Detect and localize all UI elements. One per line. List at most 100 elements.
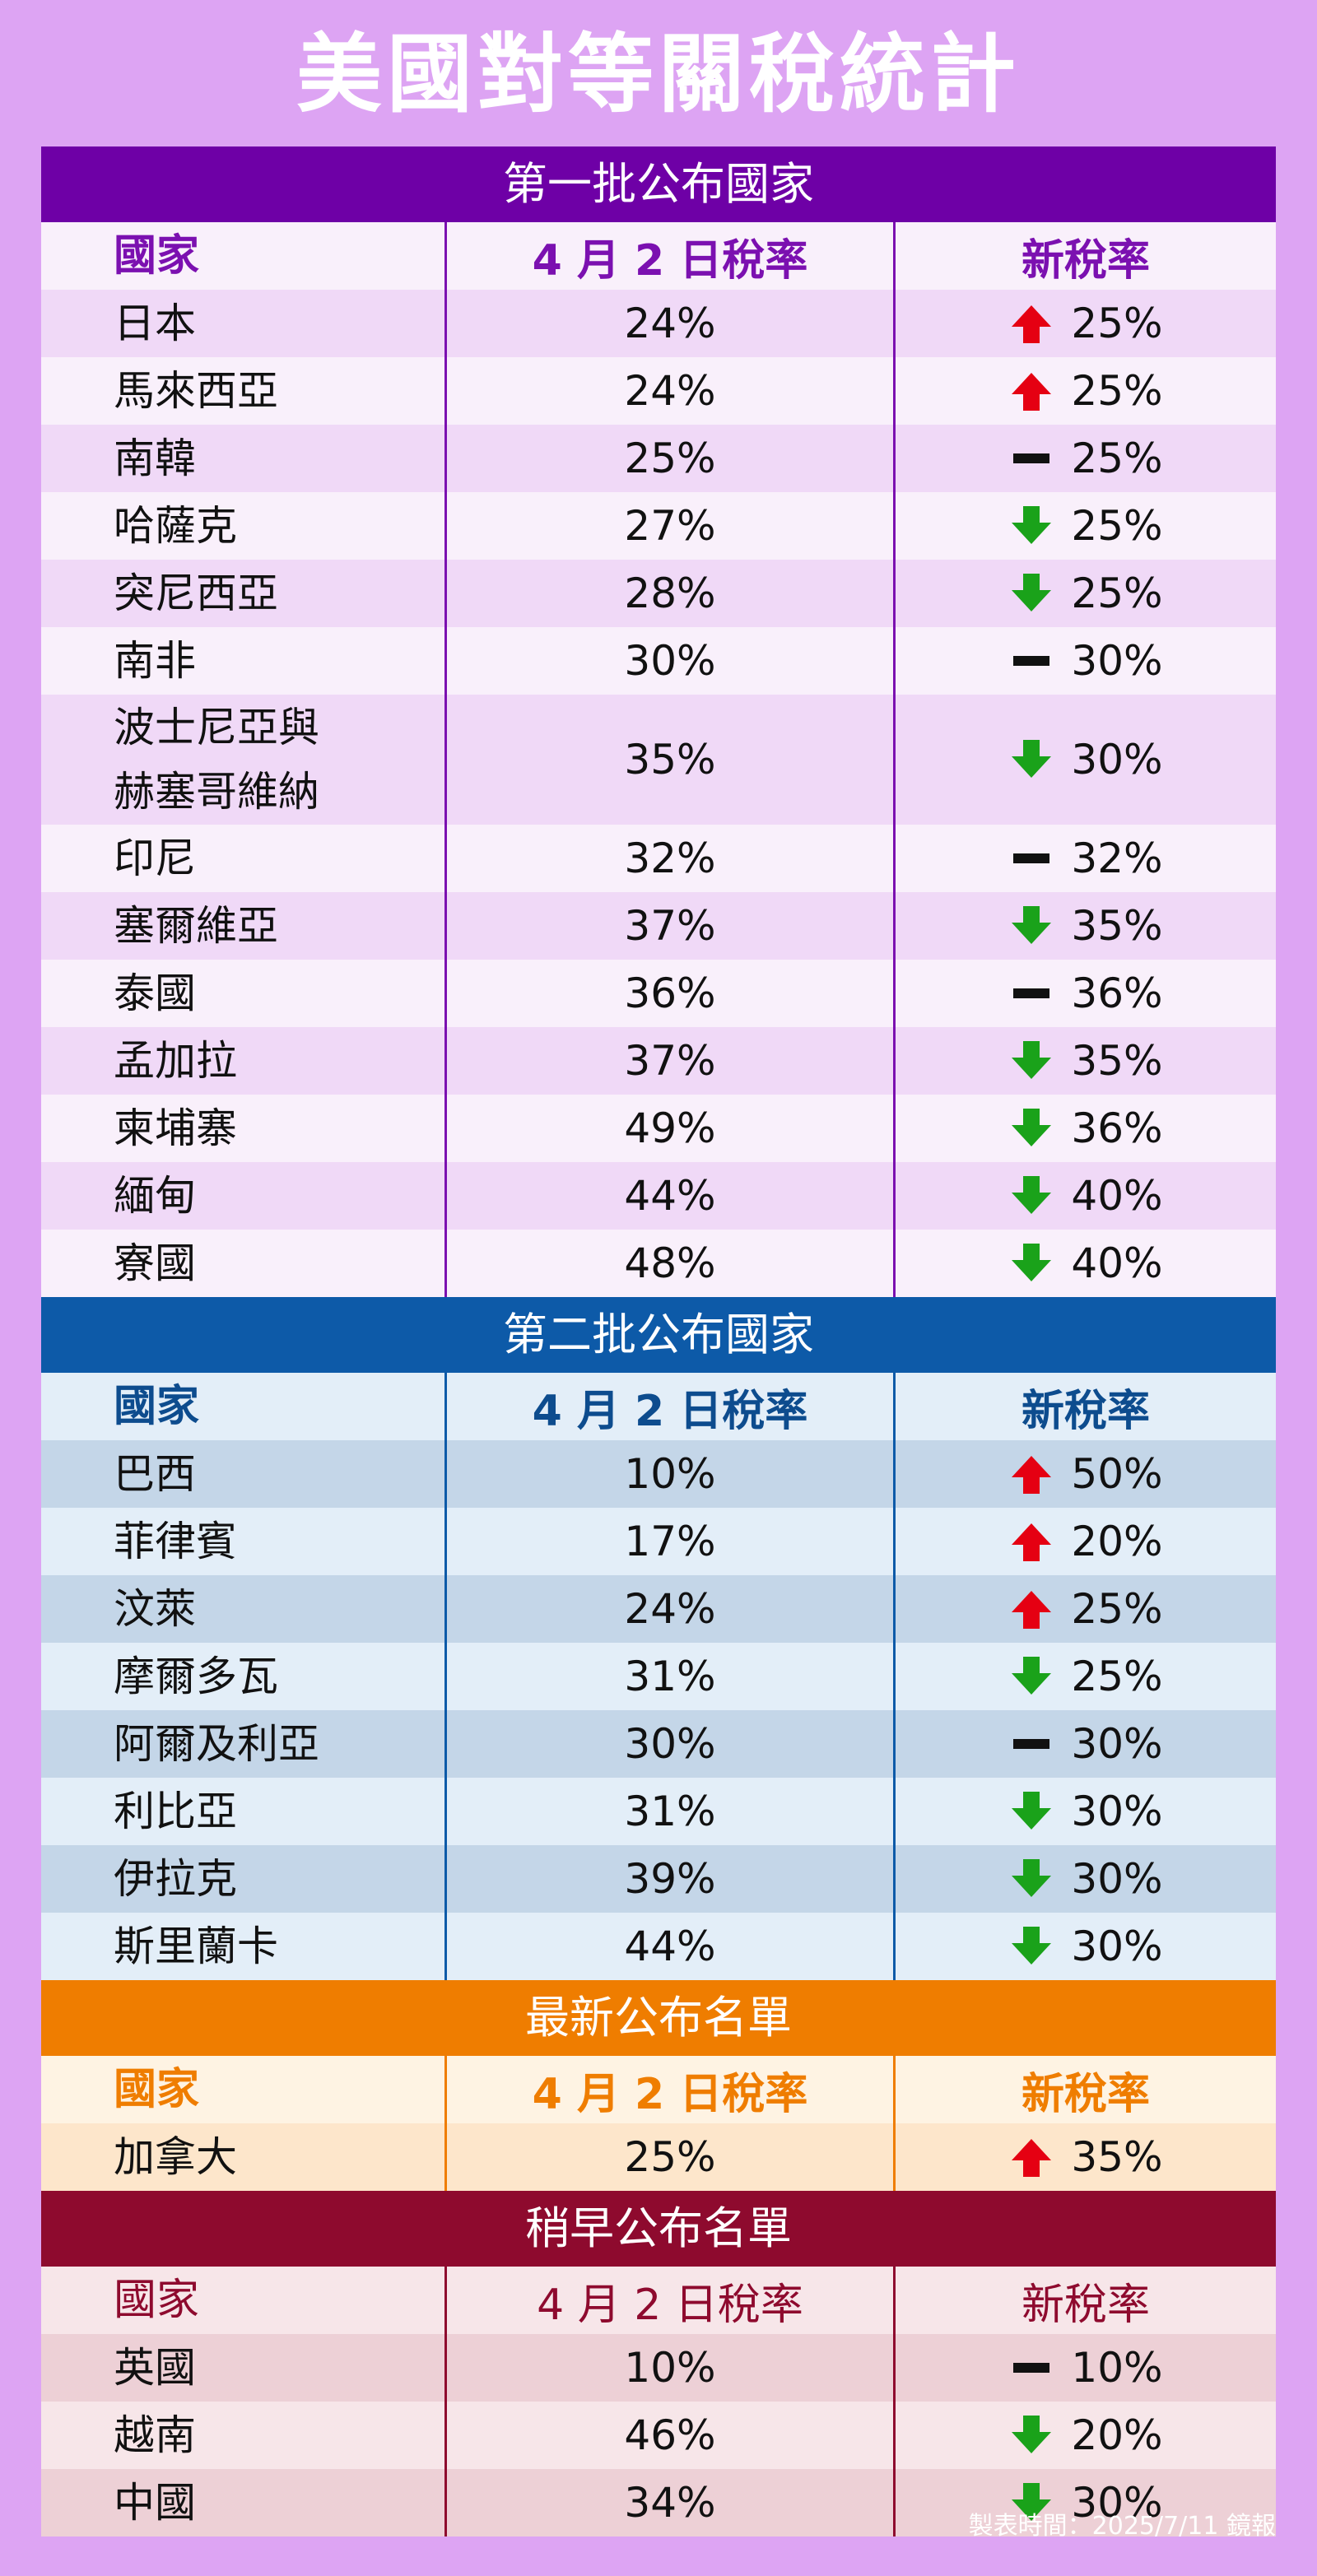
country-cell: 南非 bbox=[114, 637, 196, 685]
new-rate-value: 25% bbox=[1071, 502, 1163, 550]
section-header: 第一批公布國家 bbox=[41, 146, 1276, 222]
column-header-row: 國家 4 月 2 日稅率 新稅率 bbox=[41, 2056, 1276, 2123]
new-rate-value: 32% bbox=[1071, 835, 1163, 882]
april-rate-cell: 44% bbox=[444, 1162, 896, 1230]
new-rate-value: 30% bbox=[1071, 1788, 1163, 1835]
country-cell: 孟加拉 bbox=[114, 1037, 237, 1085]
country-cell: 巴西 bbox=[114, 1450, 196, 1498]
new-rate-cell: 32% bbox=[896, 825, 1276, 892]
country-cell: 加拿大 bbox=[114, 2133, 237, 2181]
table-row: 緬甸 44% 40% bbox=[41, 1162, 1276, 1230]
section-3: 最新公布名單 國家 4 月 2 日稅率 新稅率 加拿大 25% 35% bbox=[41, 1980, 1276, 2191]
table-row: 加拿大 25% 35% bbox=[41, 2123, 1276, 2191]
april-rate-cell: 34% bbox=[444, 2469, 896, 2536]
april-rate-cell: 10% bbox=[444, 1440, 896, 1508]
new-rate-cell: 40% bbox=[896, 1162, 1276, 1230]
arrow-down-icon bbox=[1008, 737, 1054, 783]
tariff-tables: 第一批公布國家 國家 4 月 2 日稅率 新稅率 日本 24% 25% 馬來西亞 24% 25% 南… bbox=[41, 146, 1276, 2536]
dash-icon bbox=[1008, 835, 1054, 881]
table-row: 突尼西亞 28% 25% bbox=[41, 560, 1276, 627]
new-rate-value: 40% bbox=[1071, 1172, 1163, 1220]
april-rate-cell: 24% bbox=[444, 290, 896, 357]
new-rate-cell: 25% bbox=[896, 425, 1276, 492]
new-rate-cell: 30% bbox=[896, 1778, 1276, 1845]
table-row: 孟加拉 37% 35% bbox=[41, 1027, 1276, 1095]
april-rate-cell: 36% bbox=[444, 960, 896, 1027]
column-header-new-rate: 新稅率 bbox=[1021, 2280, 1150, 2330]
table-row: 泰國 36% 36% bbox=[41, 960, 1276, 1027]
april-rate-cell: 46% bbox=[444, 2402, 896, 2469]
column-header-april-rate: 4 月 2 日稅率 bbox=[444, 2056, 896, 2123]
new-rate-value: 36% bbox=[1071, 969, 1163, 1017]
april-rate-cell: 25% bbox=[444, 2123, 896, 2191]
new-rate-cell: 30% bbox=[896, 627, 1276, 695]
table-row: 波士尼亞與 赫塞哥維納 35% 30% bbox=[41, 695, 1276, 825]
april-rate-cell: 32% bbox=[444, 825, 896, 892]
table-row: 哈薩克 27% 25% bbox=[41, 492, 1276, 560]
april-rate-cell: 44% bbox=[444, 1913, 896, 1980]
arrow-up-icon bbox=[1008, 300, 1054, 346]
arrow-down-icon bbox=[1008, 570, 1054, 616]
april-rate-cell: 30% bbox=[444, 627, 896, 695]
table-row: 寮國 48% 40% bbox=[41, 1230, 1276, 1297]
new-rate-cell: 50% bbox=[896, 1440, 1276, 1508]
section-4: 稍早公布名單 國家 4 月 2 日稅率 新稅率 英國 10% 10% 越南 46% 20% 中國 34… bbox=[41, 2191, 1276, 2536]
april-rate-cell: 27% bbox=[444, 492, 896, 560]
country-cell: 日本 bbox=[114, 300, 196, 347]
dash-icon bbox=[1008, 638, 1054, 684]
country-cell: 摩爾多瓦 bbox=[114, 1653, 278, 1700]
april-rate-cell: 31% bbox=[444, 1778, 896, 1845]
country-cell: 緬甸 bbox=[114, 1172, 196, 1220]
new-rate-cell: 25% bbox=[896, 1643, 1276, 1710]
section-header: 稍早公布名單 bbox=[41, 2191, 1276, 2267]
april-rate-cell: 17% bbox=[444, 1508, 896, 1575]
arrow-down-icon bbox=[1008, 1240, 1054, 1286]
section-2: 第二批公布國家 國家 4 月 2 日稅率 新稅率 巴西 10% 50% 菲律賓 17% 20% 汶萊… bbox=[41, 1297, 1276, 1980]
new-rate-value: 30% bbox=[1071, 1720, 1163, 1768]
footnote: 製表時間：2025/7/11 鏡報 bbox=[968, 2512, 1276, 2541]
new-rate-value: 30% bbox=[1071, 736, 1163, 783]
table-row: 利比亞 31% 30% bbox=[41, 1778, 1276, 1845]
arrow-down-icon bbox=[1008, 1038, 1054, 1084]
new-rate-cell: 40% bbox=[896, 1230, 1276, 1297]
new-rate-value: 25% bbox=[1071, 435, 1163, 482]
new-rate-value: 10% bbox=[1071, 2344, 1163, 2392]
country-cell: 寮國 bbox=[114, 1239, 196, 1287]
country-cell: 英國 bbox=[114, 2344, 196, 2392]
column-header-country: 國家 bbox=[114, 2065, 200, 2114]
country-cell: 越南 bbox=[114, 2411, 196, 2459]
new-rate-value: 25% bbox=[1071, 570, 1163, 617]
country-cell: 哈薩克 bbox=[114, 502, 237, 550]
table-row: 南非 30% 30% bbox=[41, 627, 1276, 695]
dash-icon bbox=[1008, 2345, 1054, 2391]
new-rate-cell: 36% bbox=[896, 1095, 1276, 1162]
country-cell: 阿爾及利亞 bbox=[114, 1720, 319, 1768]
new-rate-value: 35% bbox=[1071, 2133, 1163, 2181]
new-rate-cell: 25% bbox=[896, 1575, 1276, 1643]
table-row: 伊拉克 39% 30% bbox=[41, 1845, 1276, 1913]
new-rate-cell: 25% bbox=[896, 560, 1276, 627]
country-cell: 菲律賓 bbox=[114, 1518, 237, 1565]
april-rate-cell: 25% bbox=[444, 425, 896, 492]
new-rate-value: 35% bbox=[1071, 902, 1163, 950]
new-rate-value: 20% bbox=[1071, 2411, 1163, 2459]
new-rate-cell: 25% bbox=[896, 290, 1276, 357]
april-rate-cell: 24% bbox=[444, 1575, 896, 1643]
arrow-down-icon bbox=[1008, 1653, 1054, 1700]
column-header-april-rate: 4 月 2 日稅率 bbox=[444, 222, 896, 290]
dash-icon bbox=[1008, 1721, 1054, 1767]
column-header-april-rate: 4 月 2 日稅率 bbox=[444, 2267, 896, 2334]
country-cell: 中國 bbox=[114, 2479, 196, 2527]
page-title: 美國對等關稅統計 bbox=[296, 24, 1021, 124]
section-1: 第一批公布國家 國家 4 月 2 日稅率 新稅率 日本 24% 25% 馬來西亞 24% 25% 南… bbox=[41, 146, 1276, 1297]
column-header-country: 國家 bbox=[114, 2276, 200, 2325]
table-row: 中國 34% 30% bbox=[41, 2469, 1276, 2536]
arrow-down-icon bbox=[1008, 1788, 1054, 1834]
new-rate-cell: 20% bbox=[896, 2402, 1276, 2469]
new-rate-cell: 35% bbox=[896, 892, 1276, 960]
column-header-country: 國家 bbox=[114, 231, 200, 281]
country-cell: 利比亞 bbox=[114, 1788, 237, 1835]
country-cell: 南韓 bbox=[114, 435, 196, 482]
table-row: 柬埔寨 49% 36% bbox=[41, 1095, 1276, 1162]
new-rate-value: 25% bbox=[1071, 367, 1163, 415]
